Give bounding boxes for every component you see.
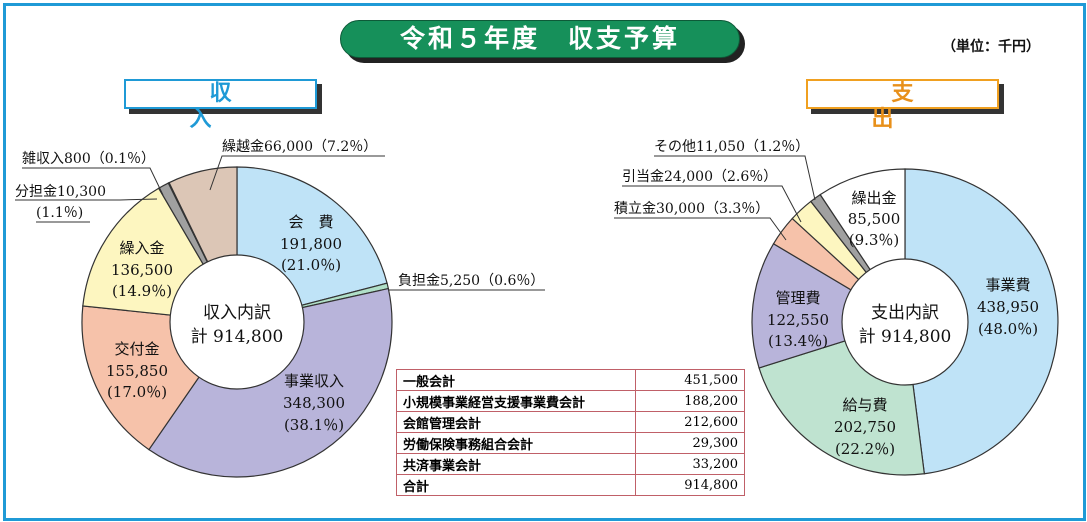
expense-heading: 支 出 (806, 79, 1038, 132)
table-row: 合計 914,800 (396, 474, 745, 496)
value-kofukin: 155,850 (106, 362, 168, 380)
label-zatsu: 雑収入800（0.1％） (22, 151, 155, 167)
income-center-title: 収入内訳 (203, 303, 271, 323)
label-kyuyohi: 給与費 (842, 396, 887, 414)
account-value: 914,800 (635, 474, 745, 496)
leader-tsumitate (614, 217, 787, 241)
table-row: 小規模事業経営支援事業費会計 188,200 (396, 390, 745, 412)
account-value: 33,200 (635, 453, 745, 475)
leader-sonota (654, 155, 816, 201)
leader-zatsu (22, 167, 164, 196)
value-kurireikin: 136,500 (111, 261, 173, 279)
label-jigyo-shunyu: 事業収入 (284, 372, 344, 390)
label-kanrihi: 管理費 (775, 289, 820, 307)
label-kurireikin: 繰入金 (119, 239, 164, 257)
leader-lines (15, 155, 816, 291)
label-hikiate: 引当金24,000（2.6％） (622, 169, 777, 185)
unit-label: （単位：千円） (942, 39, 1040, 55)
value-kyuyohi: 202,750 (834, 418, 896, 436)
leader-buntan (15, 198, 158, 201)
table-row: 共済事業会計 33,200 (396, 453, 745, 475)
expense-slice-2 (751, 242, 907, 369)
account-name: 小規模事業経営支援事業費会計 (396, 390, 636, 412)
percent-kanrihi: (13.4％) (768, 332, 828, 350)
income-center-total: 計 914,800 (191, 327, 284, 347)
expense-slice-0 (904, 168, 1059, 475)
percent-kurishutsu: (9.3％) (849, 231, 900, 249)
value-jigyohi: 438,950 (977, 298, 1039, 316)
label-buntan: 分担金10,300 (15, 184, 106, 200)
income-heading: 収 入 (124, 79, 356, 132)
label-kofukin: 交付金 (114, 340, 159, 358)
expense-center-total: 計 914,800 (859, 327, 952, 347)
income-heading-label: 収 入 (124, 79, 356, 132)
percent-kurireikin: (14.9％) (112, 282, 172, 300)
account-value: 212,600 (635, 411, 745, 433)
table-row: 一般会計 451,500 (396, 369, 745, 391)
account-name: 労働保険事務組合会計 (396, 432, 636, 454)
percent-kaihi: (21.0％) (281, 256, 341, 274)
income-slice-2 (148, 287, 393, 478)
leader-hikiate (622, 185, 802, 223)
label-kaihi: 会 費 (288, 213, 333, 231)
account-value: 451,500 (635, 369, 745, 391)
account-value: 29,300 (635, 432, 745, 454)
label-tsumitate: 積立金30,000（3.3％） (614, 201, 769, 217)
accounts-table: 一般会計 451,500 小規模事業経営支援事業費会計 188,200 会館管理会計 21… (396, 369, 745, 496)
percent-buntan: (1.1％) (36, 205, 83, 221)
label-jigyohi: 事業費 (985, 276, 1030, 294)
account-value: 188,200 (635, 390, 745, 412)
leader-kurikoshi (209, 155, 385, 191)
percent-jigyo-shunyu: (38.1％) (284, 416, 344, 434)
value-kurishutsu: 85,500 (848, 210, 901, 228)
value-jigyo-shunyu: 348,300 (283, 394, 345, 412)
percent-jigyohi: (48.0％) (978, 320, 1038, 338)
table-row: 会館管理会計 212,600 (396, 411, 745, 433)
expense-center-title: 支出内訳 (871, 303, 939, 323)
value-kaihi: 191,800 (280, 235, 342, 253)
label-sonota: その他11,050（1.2％） (654, 139, 809, 155)
label-futan: 負担金5,250（0.6％） (398, 273, 544, 289)
expense-center (841, 258, 969, 386)
account-name: 合計 (396, 474, 636, 496)
percent-kofukin: (17.0％) (107, 383, 167, 401)
table-row: 労働保険事務組合会計 29,300 (396, 432, 745, 454)
label-kurishutsu: 繰出金 (851, 189, 896, 207)
page-title: 令和５年度 収支予算 (340, 20, 740, 58)
account-name: 共済事業会計 (396, 453, 636, 475)
label-kurikoshi: 繰越金66,000（7.2％） (222, 139, 377, 155)
income-center (169, 254, 305, 390)
title-banner: 令和５年度 収支予算 (340, 20, 745, 64)
percent-kyuyohi: (22.2％) (835, 440, 895, 458)
account-name: 一般会計 (396, 369, 636, 391)
account-name: 会館管理会計 (396, 411, 636, 433)
value-kanrihi: 122,550 (767, 311, 829, 329)
